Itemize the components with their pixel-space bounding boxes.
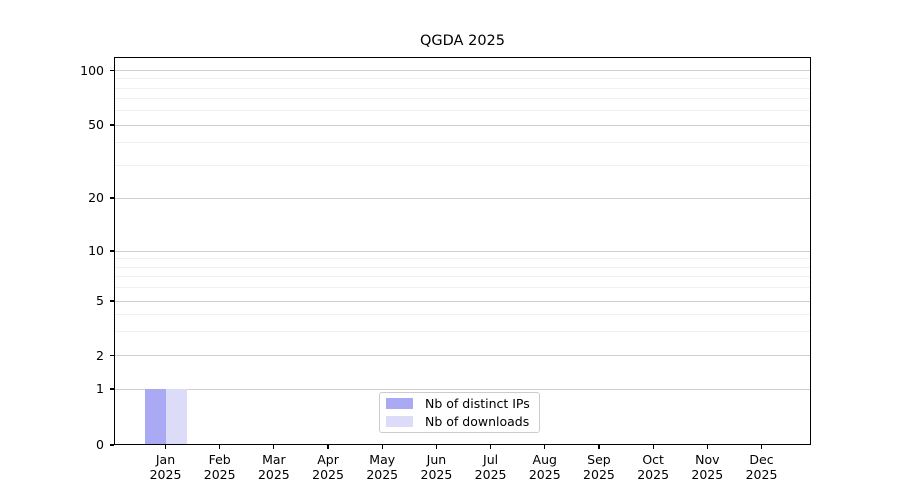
- gridline-major: [115, 388, 810, 390]
- y-tick-label: 50: [88, 117, 104, 132]
- chart-title: QGDA 2025: [420, 33, 505, 49]
- y-tickmark: [110, 197, 114, 199]
- y-tick-label: 100: [80, 62, 104, 78]
- legend: Nb of distinct IPs Nb of downloads: [379, 392, 540, 433]
- gridline-minor: [115, 78, 810, 80]
- x-tickmark: [652, 445, 654, 449]
- legend-label-distinct-ips: Nb of distinct IPs: [425, 396, 530, 411]
- y-tickmark: [110, 69, 114, 72]
- y-tick-label: 5: [96, 293, 104, 308]
- gridline-minor: [115, 276, 810, 278]
- x-tickmark: [381, 445, 383, 449]
- legend-item-distinct-ips: Nb of distinct IPs: [386, 396, 539, 411]
- legend-item-downloads: Nb of downloads: [386, 414, 539, 429]
- x-tick-label: Aug 2025: [528, 452, 561, 482]
- x-tickmark: [760, 445, 763, 449]
- x-tick-label: Nov 2025: [691, 452, 724, 482]
- x-tickmark: [706, 445, 708, 449]
- x-tick-label: Dec 2025: [745, 452, 778, 482]
- gridline-minor: [115, 98, 810, 100]
- y-tick-label: 20: [88, 190, 104, 205]
- legend-swatch-downloads-icon: [386, 416, 413, 427]
- y-tickmark: [110, 388, 114, 390]
- gridline-minor: [115, 258, 810, 260]
- legend-label-downloads: Nb of downloads: [425, 414, 530, 429]
- y-tick-label: 1: [96, 381, 104, 396]
- y-tick-label: 10: [88, 243, 104, 258]
- gridline-minor: [115, 266, 810, 268]
- x-tickmark: [489, 445, 492, 449]
- x-tickmark: [219, 445, 221, 449]
- gridline-major: [115, 355, 810, 356]
- x-tickmark: [435, 445, 437, 449]
- x-tickmark: [273, 445, 275, 449]
- y-tickmark: [110, 444, 114, 446]
- x-tickmark: [598, 445, 600, 449]
- y-tick-label: 0: [96, 437, 104, 452]
- y-tickmark: [110, 124, 114, 126]
- gridline-minor: [115, 330, 810, 332]
- x-tick-label: Mar 2025: [257, 452, 290, 482]
- x-tickmark: [544, 445, 546, 449]
- gridline-minor: [115, 313, 810, 315]
- x-tick-label: Apr 2025: [312, 452, 344, 482]
- bar-downloads: [165, 389, 187, 445]
- y-tickmark: [110, 250, 114, 252]
- gridline-major: [115, 250, 810, 252]
- x-tick-label: Jun 2025: [420, 452, 453, 482]
- x-tickmark: [164, 445, 167, 449]
- y-tickmark: [110, 300, 114, 302]
- gridline-minor: [115, 165, 810, 167]
- gridline-minor: [115, 142, 810, 144]
- x-tick-label: Oct 2025: [637, 452, 670, 482]
- gridline-minor: [115, 287, 810, 289]
- x-tick-label: Jan 2025: [149, 452, 182, 482]
- y-tick-label: 2: [96, 347, 104, 363]
- gridline-major: [115, 70, 810, 71]
- x-tickmark: [327, 445, 329, 449]
- legend-swatch-distinct-ips-icon: [386, 398, 413, 409]
- x-tick-label: Jul 2025: [474, 452, 507, 482]
- gridline-major: [115, 300, 810, 302]
- gridline-major: [115, 197, 810, 199]
- x-tick-label: May 2025: [366, 452, 399, 482]
- x-tick-label: Sep 2025: [583, 452, 615, 482]
- gridline-minor: [115, 87, 810, 89]
- y-tickmark: [110, 354, 114, 357]
- gridline-major: [115, 124, 810, 126]
- bar-distinct-ips: [144, 389, 166, 445]
- gridline-minor: [115, 110, 810, 112]
- x-tick-label: Feb 2025: [203, 452, 236, 482]
